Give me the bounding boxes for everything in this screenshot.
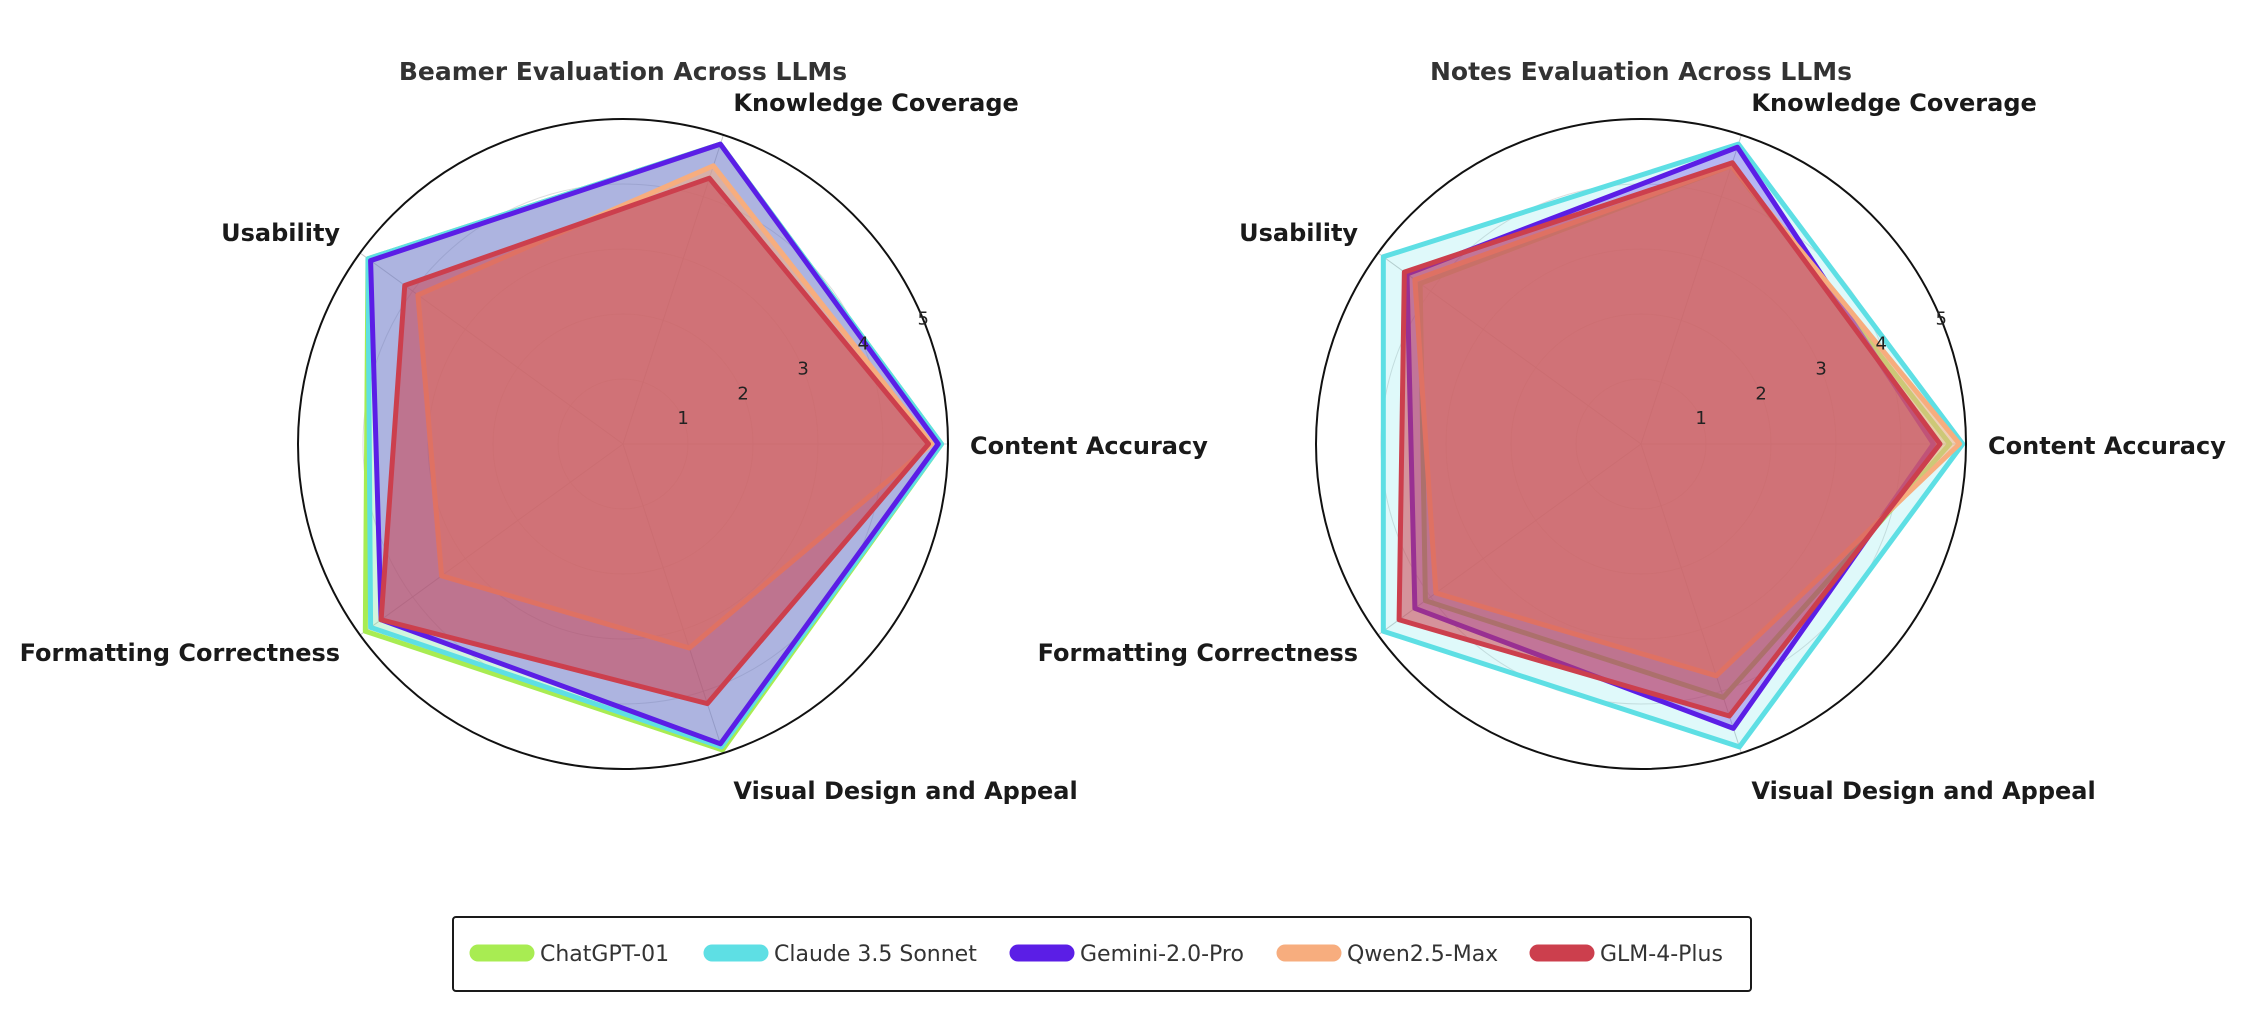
series-glm-4-plus — [378, 175, 931, 707]
tick-label: 3 — [1815, 358, 1826, 379]
chart-title: Beamer Evaluation Across LLMs — [399, 57, 847, 86]
series-glm-4-plus — [1396, 160, 1943, 719]
tick-label: 1 — [677, 408, 688, 429]
axis-label-knowledge-coverage: Knowledge Coverage — [733, 89, 1018, 117]
axis-label-content-accuracy: Content Accuracy — [970, 432, 1208, 460]
legend-label: ChatGPT-01 — [540, 942, 669, 967]
radial-tick-labels: 1 2 3 4 5 — [677, 309, 929, 429]
legend-item-qwen: Qwen2.5-Max — [1276, 942, 1498, 967]
radar-series-layer — [362, 141, 944, 753]
legend-frame — [452, 916, 1752, 992]
radial-tick-labels: 1 2 3 4 5 — [1695, 309, 1947, 429]
tick-label: 5 — [918, 309, 929, 330]
notes-radar-chart: Notes Evaluation Across LLMs 1 2 3 4 5 Conte… — [1038, 57, 2227, 805]
axis-label-visual-design: Visual Design and Appeal — [733, 777, 1077, 805]
tick-label: 1 — [1695, 408, 1706, 429]
legend-label: Claude 3.5 Sonnet — [774, 942, 977, 967]
axis-label-content-accuracy: Content Accuracy — [1988, 432, 2226, 460]
tick-label: 4 — [857, 334, 868, 355]
radar-outer-circle — [1315, 118, 1967, 770]
legend-label: Qwen2.5-Max — [1347, 942, 1498, 967]
chart-title: Notes Evaluation Across LLMs — [1430, 57, 1852, 86]
tick-label: 4 — [1875, 334, 1886, 355]
legend-label: GLM-4-Plus — [1600, 942, 1723, 967]
legend-item-chatgpt: ChatGPT-01 — [469, 942, 669, 967]
legend-label: Gemini-2.0-Pro — [1080, 942, 1244, 967]
axis-label-formatting-correctness: Formatting Correctness — [20, 639, 340, 667]
axis-label-usability: Usability — [221, 219, 340, 247]
axis-label-usability: Usability — [1239, 219, 1358, 247]
tick-label: 3 — [797, 358, 808, 379]
tick-label: 2 — [737, 383, 748, 404]
beamer-radar-chart: Beamer Evaluation Across LLMs 1 2 3 4 5 Cont… — [20, 57, 1209, 805]
axis-label-formatting-correctness: Formatting Correctness — [1038, 639, 1358, 667]
legend-item-glm: GLM-4-Plus — [1529, 942, 1723, 967]
legend: ChatGPT-01 Claude 3.5 Sonnet Gemini-2.0-… — [452, 916, 1752, 992]
radar-outer-circle — [297, 118, 949, 770]
axis-label-visual-design: Visual Design and Appeal — [1751, 777, 2095, 805]
radar-series-layer — [1380, 141, 1966, 750]
legend-item-claude: Claude 3.5 Sonnet — [703, 942, 977, 967]
axis-label-knowledge-coverage: Knowledge Coverage — [1751, 89, 2036, 117]
tick-label: 5 — [1936, 309, 1947, 330]
tick-label: 2 — [1755, 383, 1766, 404]
legend-item-gemini: Gemini-2.0-Pro — [1009, 942, 1244, 967]
